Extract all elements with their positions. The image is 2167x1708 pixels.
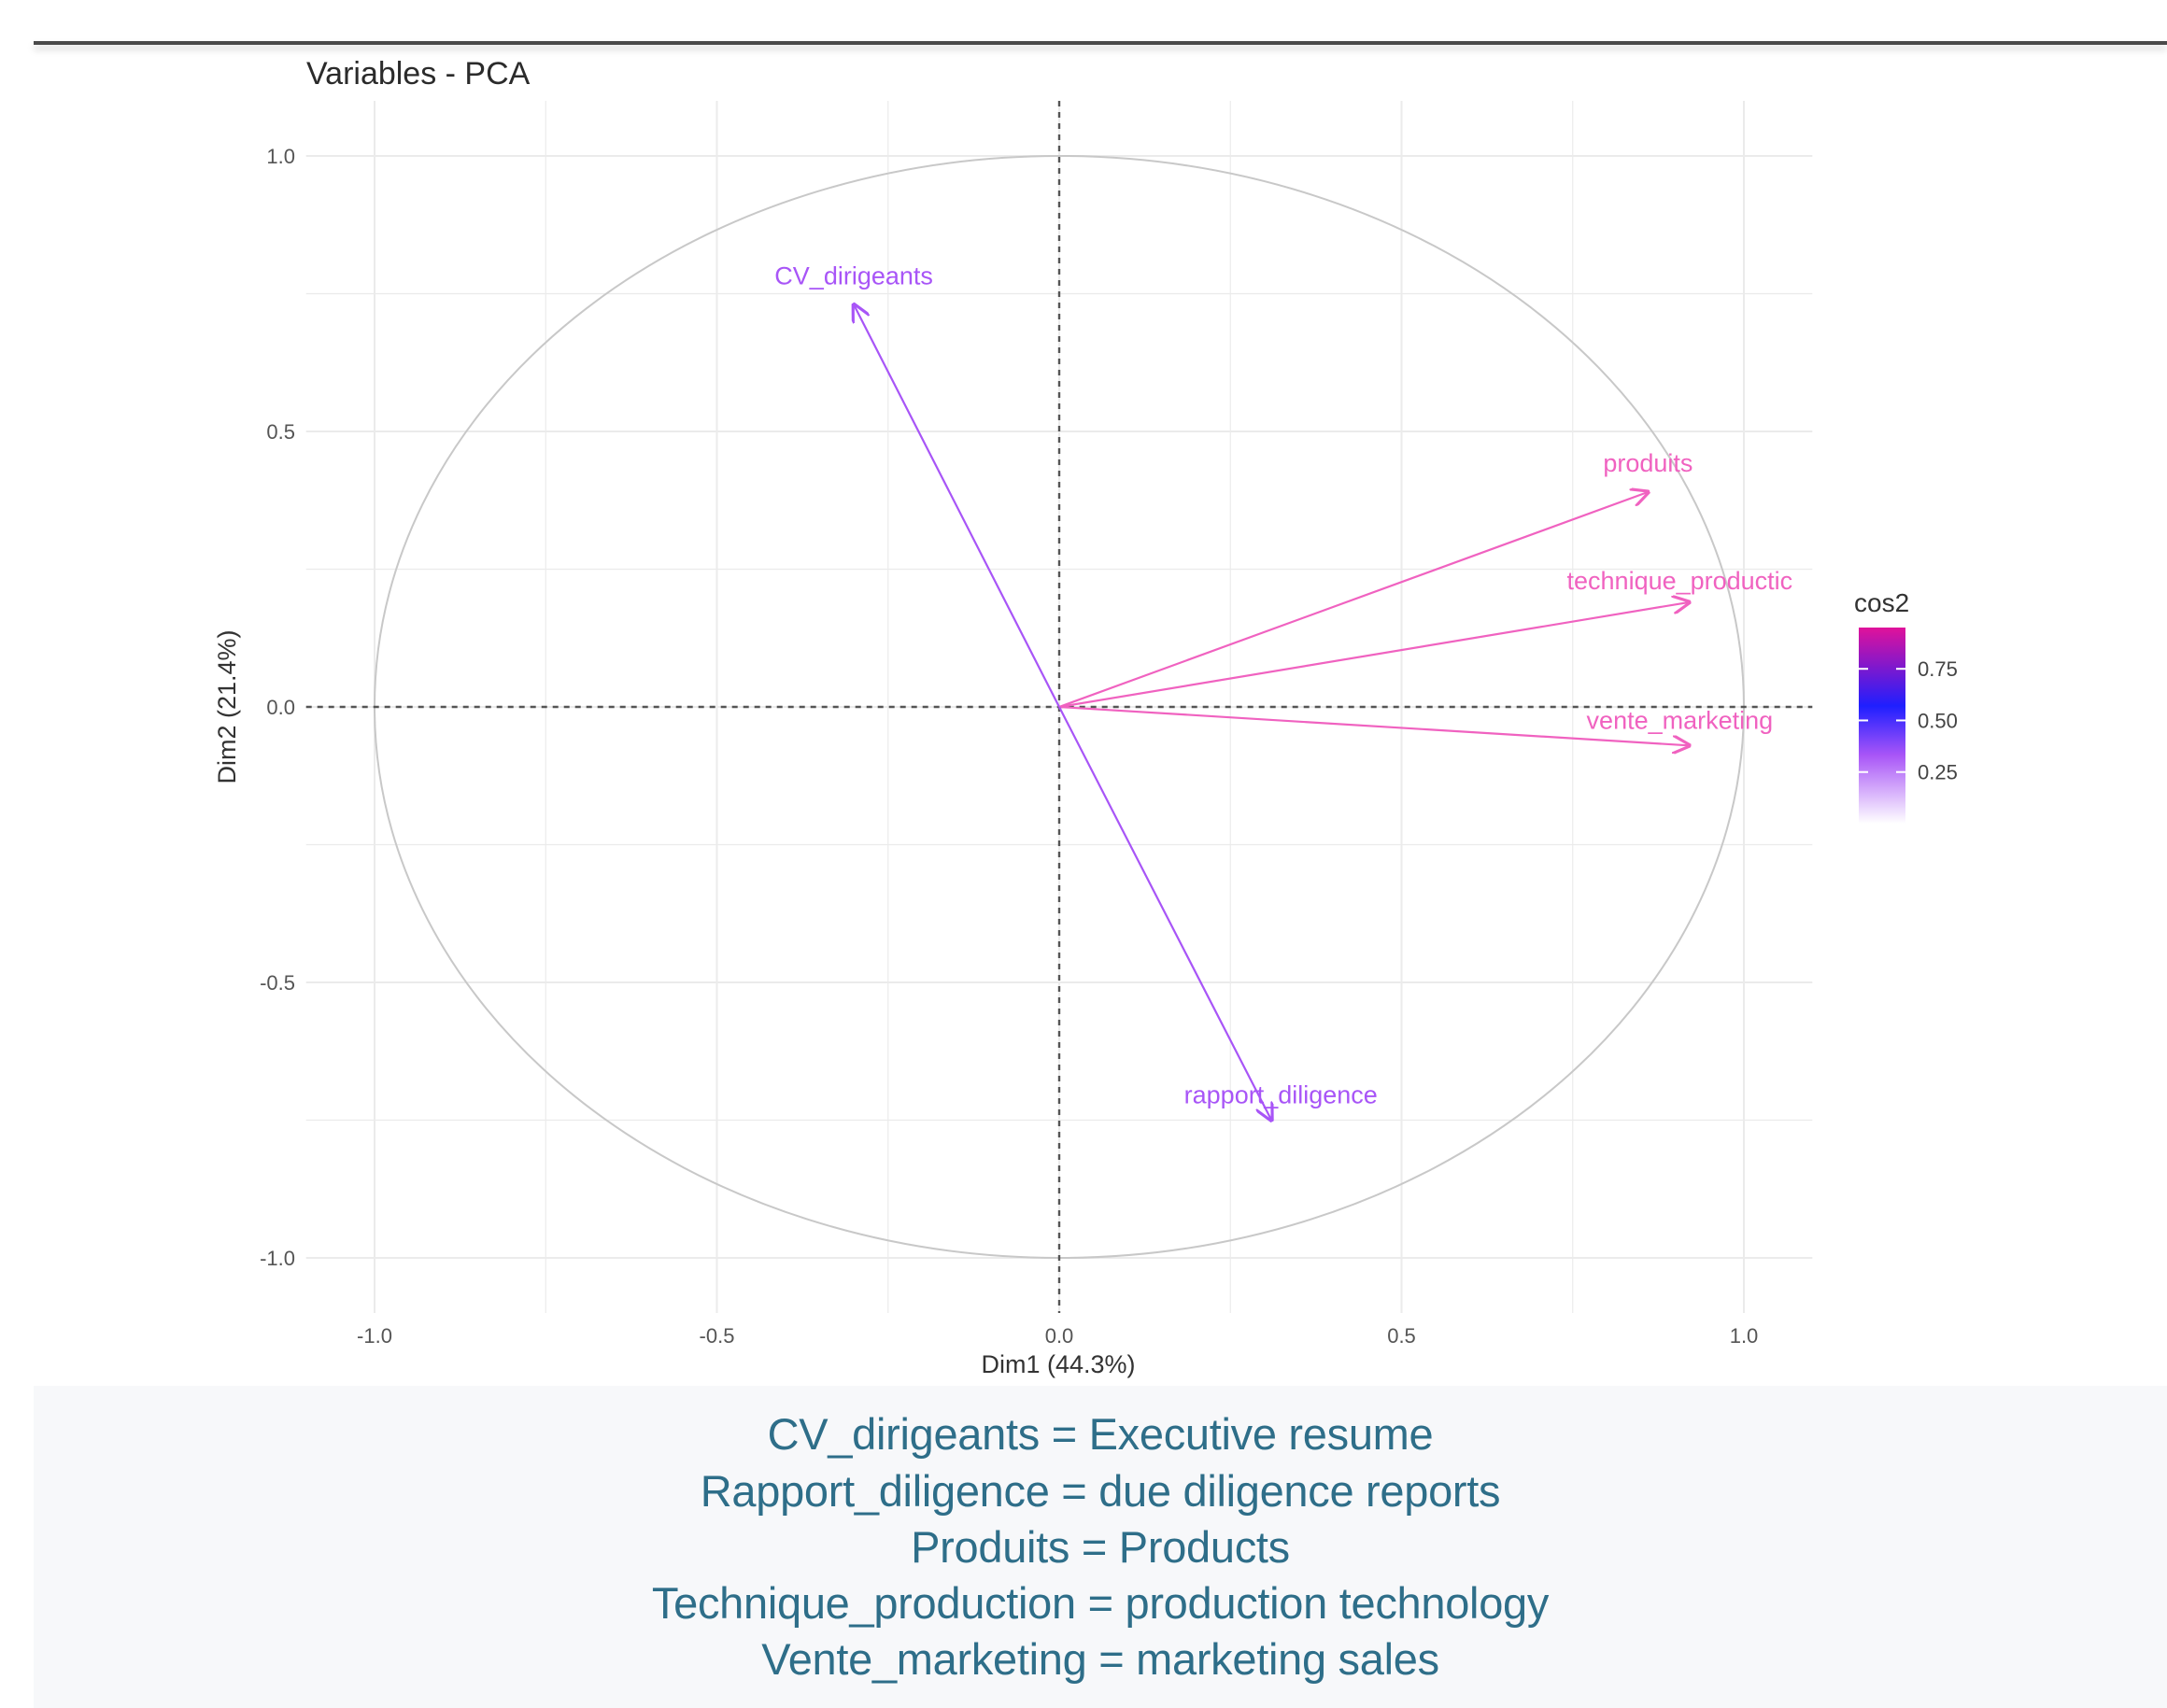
label-produits: produits (1603, 449, 1693, 477)
top-rule (34, 41, 2167, 45)
label-rapport-diligence: rapport_diligence (1184, 1081, 1378, 1109)
x-tick-label: 0.5 (1387, 1324, 1416, 1348)
label-technique-productic: technique_productic (1567, 567, 1793, 595)
variable-labels: CV_dirigeants produits technique_productic… (774, 261, 1792, 1108)
chart-title: Variables - PCA (306, 56, 531, 92)
legend-line-technique-production: Technique_production = production techno… (651, 1578, 1550, 1628)
y-tick-label: -0.5 (260, 971, 295, 995)
legend-line-rapport-diligence: Rapport_diligence = due diligence report… (700, 1466, 1501, 1516)
arrow-technique-productic (1058, 602, 1689, 709)
pca-chart: Variables - PCA -1.0 -0.5 0.0 0.5 1.0 -1.0 -0.… (213, 56, 1958, 1378)
y-axis-label: Dim2 (21.4%) (213, 629, 241, 783)
x-tick-label: 1.0 (1730, 1324, 1759, 1348)
arrow-rapport-diligence (1058, 706, 1271, 1121)
x-axis-label: Dim1 (44.3%) (981, 1350, 1135, 1378)
arrow-produits (1058, 492, 1648, 709)
y-tick-label: -1.0 (260, 1247, 295, 1270)
y-tick-label: 0.0 (266, 696, 295, 719)
legend-line-produits: Produits = Products (911, 1522, 1290, 1572)
colorbar-tick-label: 0.50 (1918, 709, 1958, 732)
colorbar-gradient (1859, 628, 1905, 824)
legend-line-cv-dirigeants: CV_dirigeants = Executive resume (767, 1409, 1434, 1459)
y-tick-label: 0.5 (266, 420, 295, 444)
x-tick-label: -1.0 (357, 1324, 392, 1348)
arrow-cv-dirigeants (854, 304, 1060, 708)
tick-labels: -1.0 -0.5 0.0 0.5 1.0 -1.0 -0.5 0.0 0.5 1.0 (260, 145, 1758, 1348)
legend-line-vente-marketing: Vente_marketing = marketing sales (761, 1634, 1439, 1684)
colorbar-tick-label: 0.25 (1918, 761, 1958, 784)
x-tick-label: 0.0 (1045, 1324, 1074, 1348)
label-vente-marketing: vente_marketing (1587, 706, 1774, 734)
translation-legend: CV_dirigeants = Executive resume Rapport… (34, 1386, 2167, 1708)
colorbar-title: cos2 (1854, 588, 1909, 617)
x-tick-label: -0.5 (700, 1324, 735, 1348)
y-tick-label: 1.0 (266, 145, 295, 168)
variable-arrows (854, 304, 1689, 1120)
colorbar-tick-label: 0.75 (1918, 657, 1958, 681)
cos2-colorbar: cos2 0.75 0.50 0.25 (1854, 588, 1958, 824)
label-cv-dirigeants: CV_dirigeants (774, 261, 933, 289)
arrow-vente-marketing (1058, 705, 1689, 745)
